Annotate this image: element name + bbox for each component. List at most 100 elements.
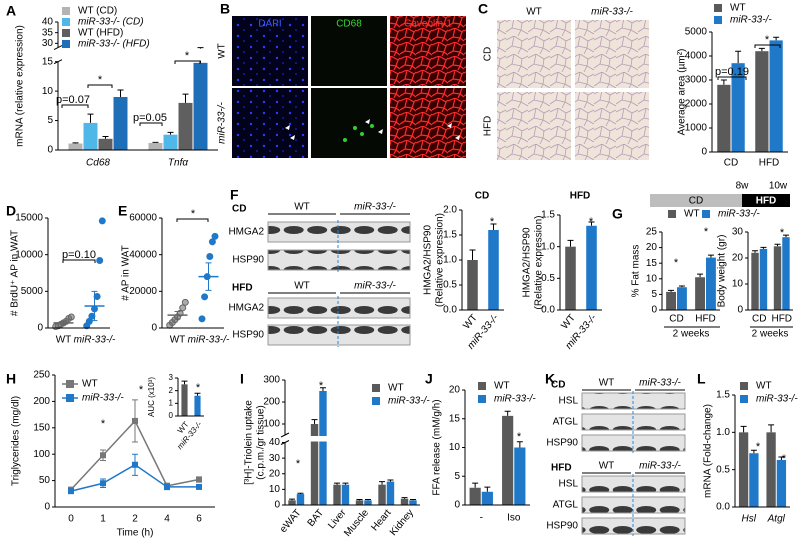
y-axis-label: Triglycerides (mg/dl)	[11, 396, 22, 486]
x-tick-label: WT	[170, 335, 186, 346]
annotation: *	[98, 74, 103, 86]
y-tick-label: 2000	[685, 99, 708, 110]
data-point	[211, 232, 219, 240]
band-label: HSP90	[232, 330, 264, 341]
bar	[751, 252, 759, 310]
y-tick-label: 0.5	[443, 280, 457, 291]
x-tick-label: Iso	[507, 513, 521, 524]
error-bar	[387, 479, 394, 482]
y-tick-label: 30	[42, 38, 54, 49]
annotation: p=0.05	[133, 112, 167, 124]
annotation: *	[780, 227, 785, 239]
data-point	[96, 257, 104, 265]
bar	[467, 260, 478, 310]
significance-bracket	[62, 259, 96, 263]
y-tick-label: 15000	[15, 213, 43, 224]
axis-break	[280, 436, 420, 442]
bar	[514, 447, 526, 505]
y-axis-label: Average area (µm²)	[677, 49, 688, 136]
micrograph	[497, 92, 571, 160]
x-tick-label: CD	[669, 314, 683, 325]
arrowhead	[378, 129, 383, 134]
data-point	[181, 298, 189, 306]
error-bar	[668, 289, 675, 292]
x-tick-label: eWAT	[278, 508, 304, 536]
bar	[769, 40, 783, 152]
x-tick-label: HFD	[695, 314, 716, 325]
legend-label: miR-33-/-	[730, 15, 772, 26]
y-tick-label: 10	[449, 442, 461, 453]
panel-letter: B	[220, 1, 230, 17]
bar	[296, 494, 305, 505]
bar	[481, 491, 493, 505]
bar	[773, 246, 782, 310]
y-axis-label: % Fat mass	[631, 245, 642, 298]
panel-letter: I	[240, 371, 244, 387]
y-axis-label: mRNA (relative expression)	[15, 25, 26, 147]
cd68-signal	[370, 124, 374, 128]
error-bar	[752, 250, 759, 253]
x-tick-label: WT	[559, 313, 577, 332]
column-label: WT	[526, 7, 542, 18]
blot	[267, 297, 411, 319]
band-label: HMGA2	[228, 227, 264, 238]
legend-swatch	[714, 16, 722, 24]
marker	[100, 480, 106, 487]
y-tick-label: 30	[269, 453, 281, 464]
bar	[738, 432, 749, 507]
error-bar	[588, 221, 595, 226]
annotation: *	[139, 384, 144, 396]
y-axis-label: # AP in WAT	[121, 245, 132, 300]
week-label: 8w	[736, 181, 750, 192]
marker	[196, 476, 202, 483]
annotation: *	[185, 50, 190, 62]
bar	[400, 498, 409, 505]
y-tick-label: 0.5	[541, 273, 555, 284]
panel-letter: D	[6, 203, 16, 219]
bar	[113, 97, 128, 150]
column-label: CD68	[336, 19, 362, 30]
y-tick-label: 60000	[129, 213, 157, 224]
marker	[100, 452, 106, 459]
significance-bracket	[754, 44, 781, 48]
bar	[148, 142, 163, 150]
bar	[717, 84, 731, 152]
bar	[98, 138, 113, 150]
bar	[766, 432, 776, 507]
y-axis-label: HMGA2/HSP90	[423, 225, 434, 295]
y-tick-label: 5	[47, 115, 53, 126]
legend-swatch	[714, 4, 722, 12]
error-bar	[768, 424, 775, 433]
micrograph	[497, 20, 571, 88]
bar	[565, 246, 576, 310]
timeline-cd	[650, 194, 742, 207]
row-label: WT	[217, 43, 228, 59]
legend-swatch	[66, 380, 74, 388]
blot	[267, 221, 411, 243]
marker	[164, 483, 170, 490]
legend-swatch	[62, 18, 70, 26]
micrograph	[232, 88, 308, 158]
panel-letter: A	[6, 3, 16, 19]
error-bar	[401, 497, 408, 499]
annotation: p=0.10	[62, 249, 96, 261]
band-label: HMGA2	[228, 303, 264, 314]
error-bar	[504, 410, 511, 416]
condition-label: CD	[551, 380, 565, 391]
group-label: WT	[599, 461, 615, 472]
x-axis-label: Time (h)	[117, 528, 154, 539]
y-tick-label: 0	[701, 147, 707, 158]
annotation: *	[196, 382, 201, 394]
x-tick-label: BAT	[306, 508, 326, 529]
panel-letter: C	[478, 1, 488, 17]
condition-label: HFD	[232, 283, 253, 294]
y-tick-label: 1.5	[443, 230, 457, 241]
axis-break	[53, 48, 218, 61]
annotation: *	[101, 418, 106, 430]
error-bar	[697, 273, 704, 278]
x-tick-label: 4	[164, 514, 170, 525]
x-tick-label: HFD	[759, 158, 780, 169]
error-bar	[182, 93, 189, 103]
y-tick-label: 10	[42, 86, 54, 97]
marker	[132, 461, 138, 468]
